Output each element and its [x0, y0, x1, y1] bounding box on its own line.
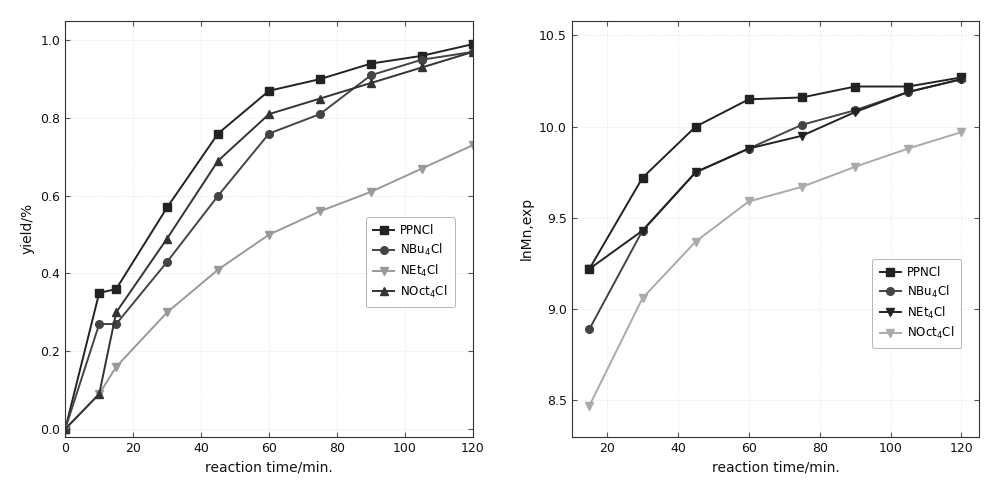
PPNCl: [955, 74, 967, 80]
NOct$_4$Cl: [690, 239, 702, 245]
PPNCl: [796, 95, 808, 100]
X-axis label: reaction time/min.: reaction time/min.: [712, 460, 839, 474]
NEt$_4$Cl: [690, 169, 702, 175]
Line: NBu$_4$Cl: NBu$_4$Cl: [586, 75, 965, 333]
Y-axis label: yield/%: yield/%: [21, 203, 35, 254]
Line: PPNCl: PPNCl: [61, 40, 477, 433]
NEt$_4$Cl: [365, 189, 377, 195]
NOct$_4$Cl: [365, 80, 377, 86]
NOct$_4$Cl: [849, 164, 861, 170]
PPNCl: [93, 290, 105, 296]
NEt$_4$Cl: [93, 391, 105, 397]
NBu$_4$Cl: [263, 131, 275, 137]
NOct$_4$Cl: [93, 391, 105, 397]
NOct$_4$Cl: [263, 111, 275, 117]
Line: NBu$_4$Cl: NBu$_4$Cl: [61, 48, 477, 433]
NEt$_4$Cl: [314, 208, 326, 214]
PPNCl: [849, 84, 861, 90]
NEt$_4$Cl: [467, 142, 479, 148]
NOct$_4$Cl: [955, 129, 967, 135]
NOct$_4$Cl: [467, 49, 479, 55]
NEt$_4$Cl: [955, 76, 967, 82]
NBu$_4$Cl: [365, 72, 377, 78]
PPNCl: [902, 84, 914, 90]
NBu$_4$Cl: [583, 326, 595, 332]
NOct$_4$Cl: [314, 96, 326, 101]
NEt$_4$Cl: [849, 109, 861, 115]
NEt$_4$Cl: [637, 228, 649, 234]
PPNCl: [161, 204, 173, 210]
NBu$_4$Cl: [902, 89, 914, 95]
PPNCl: [314, 76, 326, 82]
NOct$_4$Cl: [637, 295, 649, 301]
NEt$_4$Cl: [110, 364, 122, 370]
NOct$_4$Cl: [212, 158, 224, 164]
Line: NOct$_4$Cl: NOct$_4$Cl: [586, 128, 965, 409]
NBu$_4$Cl: [110, 321, 122, 327]
NBu$_4$Cl: [743, 146, 755, 151]
Line: NOct$_4$Cl: NOct$_4$Cl: [61, 48, 477, 433]
NBu$_4$Cl: [955, 76, 967, 82]
Y-axis label: lnMn,exp: lnMn,exp: [519, 197, 533, 260]
PPNCl: [110, 286, 122, 292]
NBu$_4$Cl: [416, 57, 428, 63]
Legend: PPNCl, NBu$_4$Cl, NEt$_4$Cl, NOct$_4$Cl: PPNCl, NBu$_4$Cl, NEt$_4$Cl, NOct$_4$Cl: [872, 259, 961, 348]
PPNCl: [690, 124, 702, 130]
NEt$_4$Cl: [583, 266, 595, 272]
NEt$_4$Cl: [416, 165, 428, 171]
NOct$_4$Cl: [743, 198, 755, 204]
Line: NEt$_4$Cl: NEt$_4$Cl: [586, 75, 965, 273]
Legend: PPNCl, NBu$_4$Cl, NEt$_4$Cl, NOct$_4$Cl: PPNCl, NBu$_4$Cl, NEt$_4$Cl, NOct$_4$Cl: [366, 217, 455, 307]
NBu$_4$Cl: [637, 228, 649, 234]
NBu$_4$Cl: [212, 193, 224, 198]
NBu$_4$Cl: [59, 426, 71, 432]
PPNCl: [743, 97, 755, 102]
PPNCl: [467, 41, 479, 47]
NEt$_4$Cl: [59, 426, 71, 432]
NBu$_4$Cl: [849, 107, 861, 113]
NBu$_4$Cl: [690, 169, 702, 175]
NEt$_4$Cl: [902, 89, 914, 95]
NOct$_4$Cl: [161, 236, 173, 242]
NOct$_4$Cl: [583, 403, 595, 409]
NEt$_4$Cl: [212, 267, 224, 273]
NEt$_4$Cl: [796, 133, 808, 139]
NOct$_4$Cl: [796, 184, 808, 190]
NOct$_4$Cl: [416, 64, 428, 70]
NEt$_4$Cl: [161, 309, 173, 315]
PPNCl: [583, 266, 595, 272]
PPNCl: [637, 175, 649, 181]
PPNCl: [263, 88, 275, 94]
Line: NEt$_4$Cl: NEt$_4$Cl: [61, 142, 477, 433]
PPNCl: [59, 426, 71, 432]
PPNCl: [416, 53, 428, 59]
X-axis label: reaction time/min.: reaction time/min.: [205, 460, 333, 474]
NBu$_4$Cl: [93, 321, 105, 327]
NBu$_4$Cl: [161, 259, 173, 265]
NOct$_4$Cl: [110, 309, 122, 315]
Line: PPNCl: PPNCl: [586, 74, 965, 273]
PPNCl: [212, 131, 224, 137]
NBu$_4$Cl: [467, 49, 479, 55]
NBu$_4$Cl: [314, 111, 326, 117]
NEt$_4$Cl: [743, 146, 755, 151]
NOct$_4$Cl: [902, 146, 914, 151]
PPNCl: [365, 60, 377, 66]
NOct$_4$Cl: [59, 426, 71, 432]
NEt$_4$Cl: [263, 232, 275, 238]
NBu$_4$Cl: [796, 122, 808, 128]
